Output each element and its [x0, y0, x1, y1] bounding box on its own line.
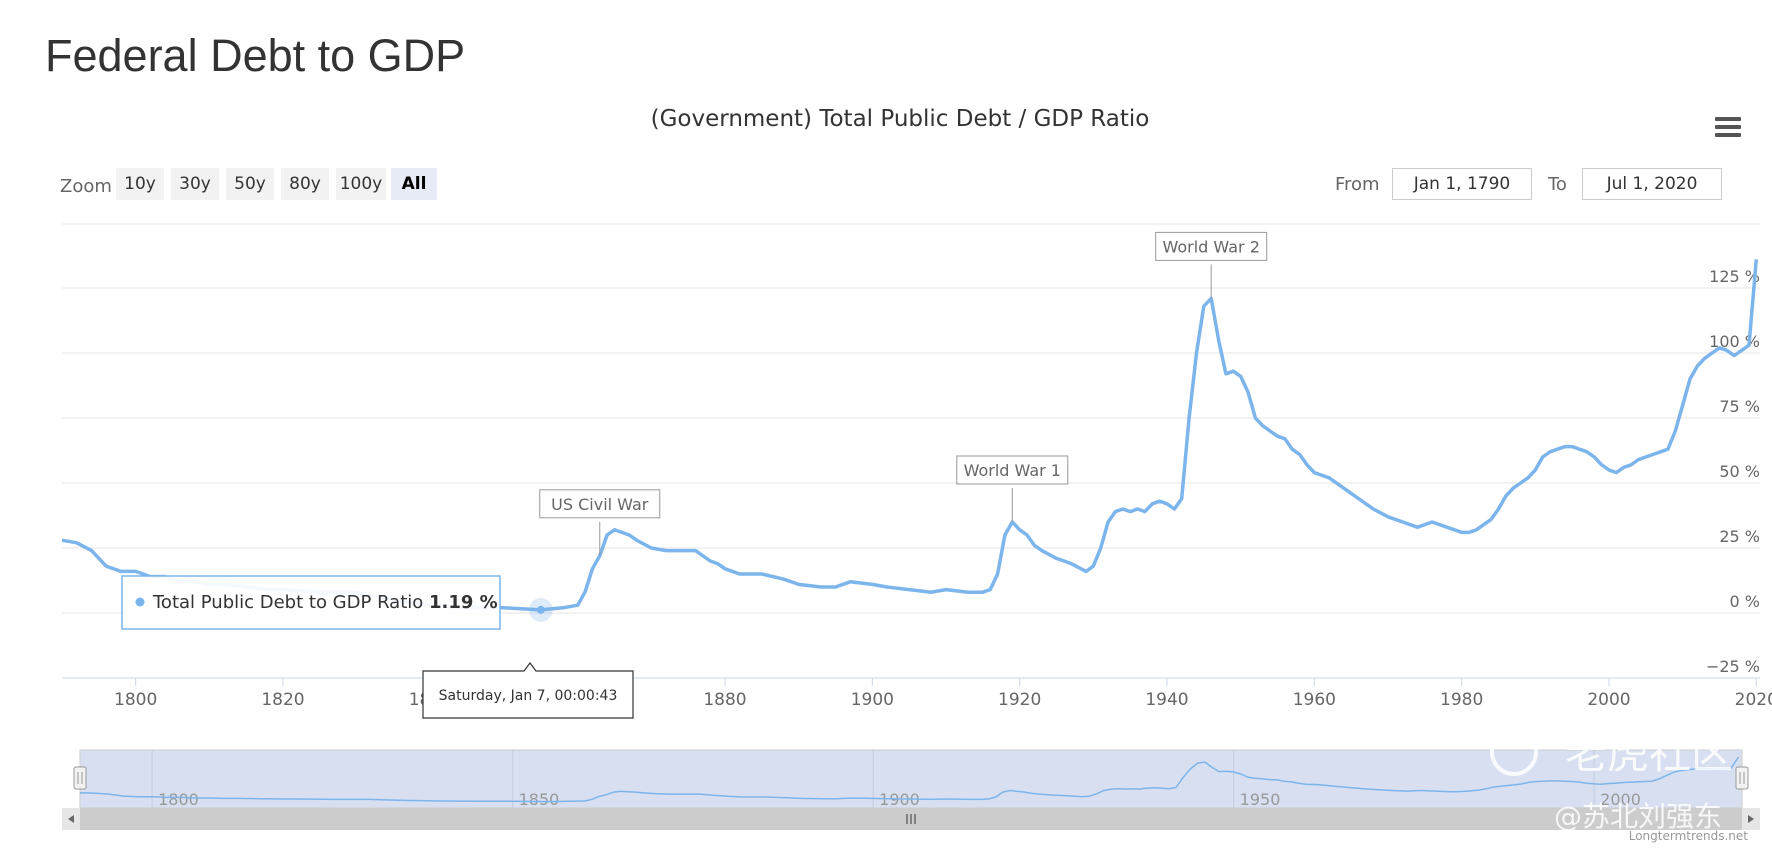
x-tick-label: 1880 — [703, 690, 746, 710]
x-tick-label: 1940 — [1145, 690, 1188, 710]
to-date-input[interactable]: Jul 1, 2020 — [1582, 168, 1722, 200]
annotations: US Civil War World War 1 World War 2 — [539, 231, 1268, 556]
navigator-right-handle[interactable] — [1735, 766, 1749, 790]
hamburger-menu-icon[interactable] — [1715, 117, 1741, 139]
menu-bar — [1715, 133, 1741, 137]
annotation-box — [956, 455, 1069, 485]
from-date-input[interactable]: Jan 1, 1790 — [1392, 168, 1532, 200]
tooltip: Total Public Debt to GDP Ratio 1.19 % — [121, 575, 501, 630]
tooltip-date: Saturday, Jan 7, 00:00:43 — [439, 688, 618, 704]
x-tick-label: 2020 — [1735, 690, 1772, 710]
y-tick-label: 0 % — [1730, 592, 1760, 611]
zoom-30y-button[interactable]: 30y — [171, 168, 219, 200]
series — [61, 259, 1759, 622]
x-axis: 1800182018401860188019001920194019601980… — [114, 678, 1772, 710]
watermark-handle: @苏北刘强东 — [1554, 800, 1722, 833]
from-label: From — [1335, 174, 1380, 195]
tooltip-series-marker — [135, 597, 145, 607]
zoom-50y-button[interactable]: 50y — [226, 168, 274, 200]
x-tooltip: Saturday, Jan 7, 00:00:43 — [422, 662, 634, 719]
navigator-series-line — [79, 756, 1740, 803]
grid — [62, 223, 1760, 679]
menu-bar — [1715, 117, 1741, 121]
chart-title: (Government) Total Public Debt / GDP Rat… — [650, 106, 1150, 132]
annotation-box — [539, 489, 661, 519]
navigator-tick-label: 1850 — [519, 790, 560, 809]
hover-point — [536, 605, 545, 614]
navigator-left-handle[interactable] — [73, 766, 87, 790]
navigator-tick-label: 2000 — [1600, 790, 1641, 809]
series-line — [61, 259, 1759, 612]
watermark-site: 老虎社区 — [1565, 729, 1733, 778]
y-tick-label: 50 % — [1719, 462, 1760, 481]
watermark-logo-icon — [1490, 728, 1538, 776]
annotation-label: World War 2 — [1162, 237, 1259, 256]
tooltip-series-name: Total Public Debt to GDP Ratio — [152, 592, 423, 613]
y-tick-label: 125 % — [1709, 267, 1760, 286]
page-title: Federal Debt to GDP — [45, 30, 466, 81]
x-tick-label: 1800 — [114, 690, 157, 710]
annotation-box — [1155, 231, 1268, 261]
x-tick-label: 1980 — [1440, 690, 1483, 710]
y-tick-label: 75 % — [1719, 397, 1760, 416]
zoom-80y-button[interactable]: 80y — [281, 168, 329, 200]
y-tick-label: 25 % — [1719, 527, 1760, 546]
navigator[interactable]: 1800 1850 1900 1950 2000 — [62, 749, 1760, 830]
annotation-label: World War 1 — [964, 461, 1061, 480]
zoom-10y-button[interactable]: 10y — [116, 168, 164, 200]
x-tick-label: 1820 — [261, 690, 304, 710]
watermark: 老虎社区 @苏北刘强东 — [1490, 728, 1733, 833]
menu-bar — [1715, 125, 1741, 129]
x-tick-label: 1960 — [1293, 690, 1336, 710]
zoom-label: Zoom — [60, 176, 112, 197]
navigator-tick-label: 1950 — [1240, 790, 1281, 809]
navigator-tick-label: 1800 — [158, 790, 199, 809]
zoom-all-button[interactable]: All — [391, 168, 437, 200]
tooltip-value: 1.19 % — [429, 592, 498, 613]
to-label: To — [1548, 174, 1567, 195]
credit-text: Longtermtrends.net — [1629, 829, 1749, 843]
x-tick-label: 1900 — [851, 690, 894, 710]
arrow-right-icon — [1748, 815, 1754, 823]
x-tick-label: 2000 — [1587, 690, 1630, 710]
arrow-left-icon — [68, 815, 74, 823]
y-tick-label: −25 % — [1706, 657, 1760, 676]
x-tick-label: 1920 — [998, 690, 1041, 710]
zoom-100y-button[interactable]: 100y — [336, 168, 386, 200]
annotation-label: US Civil War — [551, 495, 649, 514]
